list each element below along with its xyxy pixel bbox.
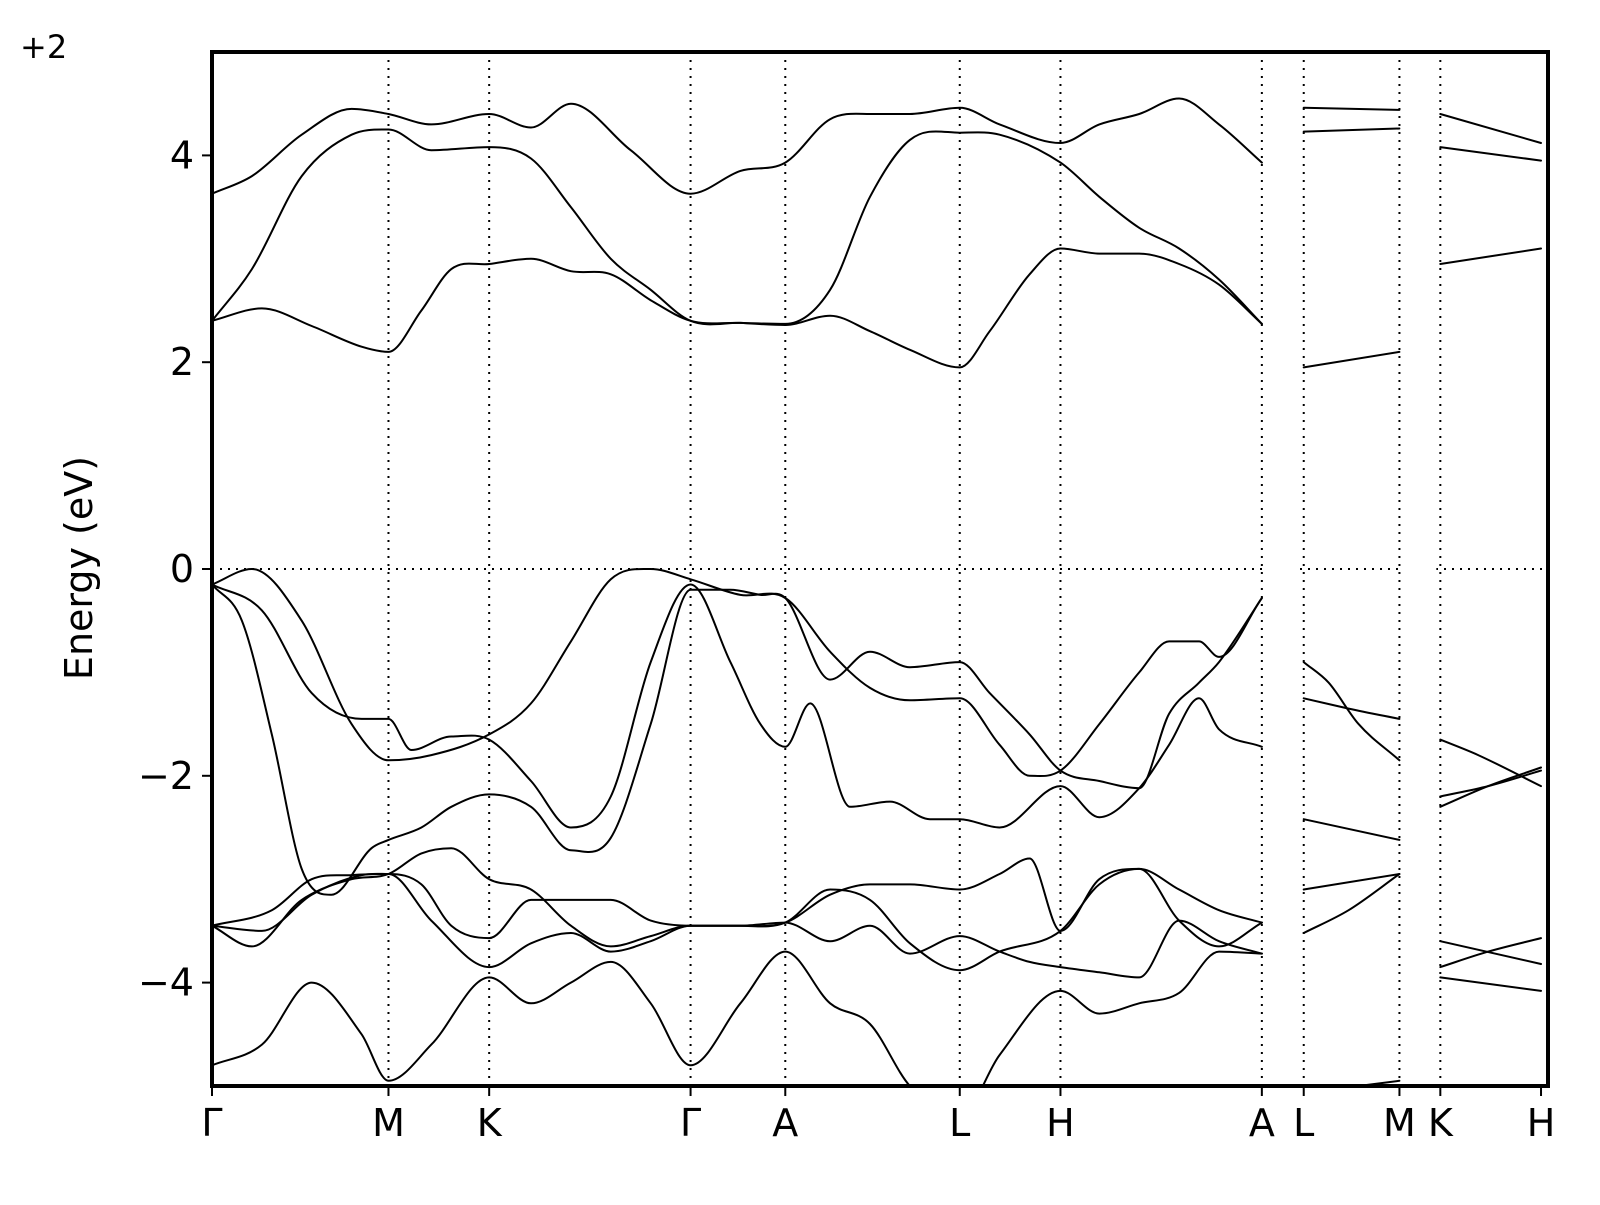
x-tick-label: K — [477, 1101, 503, 1145]
band-line — [1439, 976, 1542, 992]
x-tick-label: A — [1249, 1101, 1275, 1145]
band-line — [1439, 113, 1542, 144]
y-tick-label: 0 — [170, 547, 194, 591]
band-line — [1439, 769, 1542, 798]
x-tick-label: A — [772, 1101, 798, 1145]
x-tick-label: H — [1046, 1101, 1075, 1145]
band-line — [1439, 247, 1542, 265]
band-line — [1439, 766, 1542, 808]
band-line — [212, 583, 1263, 829]
x-tick-label: Γ — [201, 1101, 222, 1145]
band-line — [1439, 738, 1542, 788]
band-line — [1302, 350, 1401, 369]
band-line — [1302, 818, 1401, 841]
path-break — [1265, 52, 1300, 1086]
band-line — [212, 247, 1263, 369]
y-axis-label: Energy (eV) — [57, 456, 101, 680]
x-tick-label: H — [1527, 1101, 1556, 1145]
band-line — [212, 847, 1263, 979]
band-line — [212, 567, 1263, 778]
plot-frame — [210, 50, 1550, 1088]
path-breaks — [1265, 52, 1437, 1086]
x-tick-label: Γ — [680, 1101, 701, 1145]
x-tick-label: L — [1293, 1101, 1314, 1145]
band-line — [1302, 873, 1401, 934]
band-line — [1302, 661, 1401, 762]
y-tick-label: −2 — [138, 754, 194, 798]
band-line — [212, 128, 1263, 326]
band-line — [212, 583, 1263, 896]
y-ticks: −4 −2 0 2 4 — [138, 133, 212, 1005]
bands — [212, 97, 1542, 1086]
x-tick-label: L — [949, 1101, 970, 1145]
band-line — [212, 950, 1263, 1086]
x-tick-label: M — [372, 1101, 405, 1145]
y-tick-label: 4 — [170, 133, 194, 177]
band-line — [1302, 873, 1401, 891]
band-line — [1439, 940, 1542, 965]
band-line — [1439, 937, 1542, 969]
offset-label: +2 — [20, 28, 67, 66]
band-line — [1302, 127, 1401, 133]
band-line — [212, 867, 1263, 972]
band-line — [1439, 146, 1542, 162]
band-line — [1302, 697, 1401, 720]
band-line — [212, 97, 1263, 195]
path-break — [1403, 52, 1437, 1086]
plot-area — [212, 52, 1548, 1086]
band-line — [1302, 106, 1401, 111]
x-tick-label: M — [1383, 1101, 1416, 1145]
x-tick-label: K — [1428, 1101, 1454, 1145]
y-tick-label: −4 — [138, 961, 194, 1005]
y-tick-label: 2 — [170, 340, 194, 384]
